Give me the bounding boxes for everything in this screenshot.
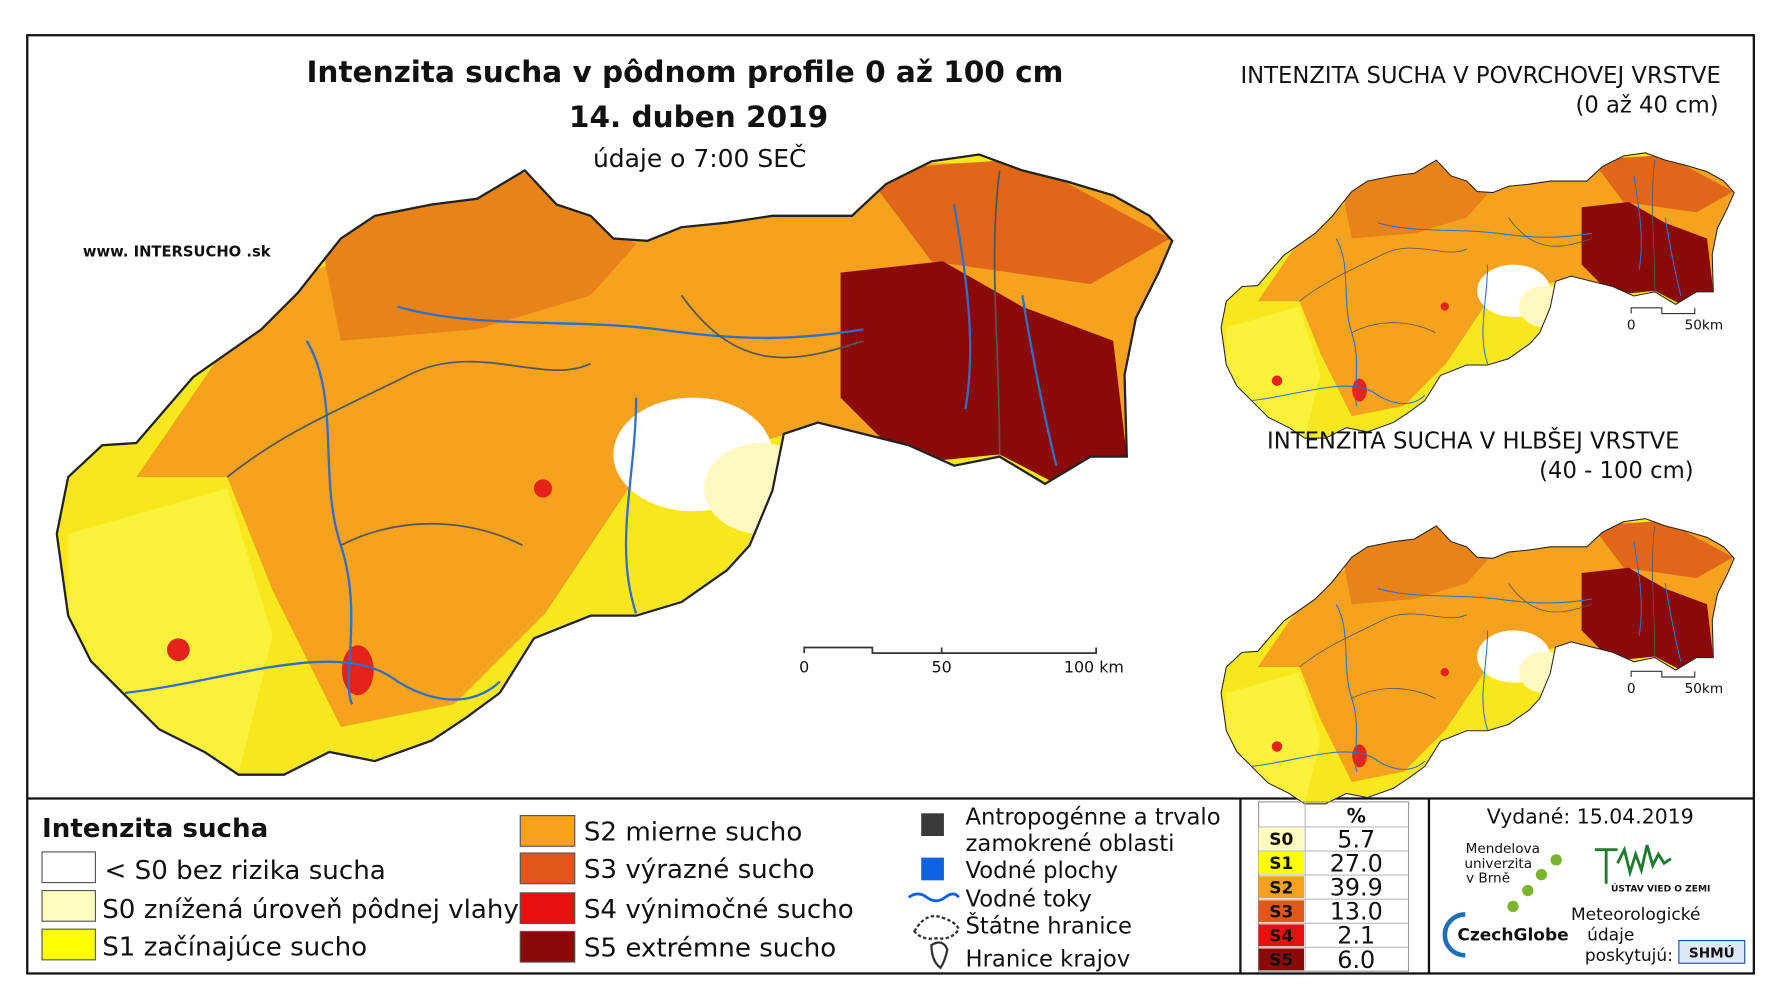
code: S1 — [1269, 854, 1293, 874]
logo-text: v Brně — [1466, 871, 1510, 887]
logo-text: Mendelova — [1466, 841, 1540, 857]
icon-region — [930, 941, 949, 970]
legend-item: S3 výrazné sucho — [584, 855, 815, 885]
overlay-label: zamokrené oblasti — [966, 831, 1175, 857]
code-cell — [1258, 852, 1305, 874]
code: S5 — [1269, 951, 1293, 971]
logo-shmu-box — [1678, 939, 1746, 964]
logo-text: univerzita — [1464, 856, 1532, 872]
overlay-label: Hranice krajov — [966, 947, 1131, 973]
code: S2 — [1269, 878, 1293, 898]
percent: 39.9 — [1330, 874, 1383, 902]
provider: poskytujú: — [1585, 946, 1673, 966]
legend-swatches — [41, 815, 576, 963]
overlay-label: Vodné toky — [966, 886, 1092, 912]
code-cell — [1258, 828, 1305, 850]
icon-anthropogenic — [921, 813, 944, 837]
icon-river — [907, 892, 960, 903]
website: www. INTERSUCHO .sk — [83, 244, 272, 261]
inset-scale — [1630, 307, 1696, 315]
percent: 27.0 — [1330, 849, 1383, 877]
legend-item: S4 výnimočné sucho — [584, 895, 854, 925]
inset-title: INTENZITA SUCHA V HLBŠEJ VRSTVE — [1267, 427, 1679, 455]
scale-label: 0 — [1627, 681, 1636, 697]
icon-water — [921, 857, 944, 881]
logo-dots — [1507, 854, 1562, 913]
logo-text: ÚSTAV VIED O ZEMI — [1611, 883, 1710, 895]
logo-arc — [1442, 912, 1466, 958]
legend-title: Intenzita sucha — [42, 814, 268, 844]
code-cell — [1258, 948, 1305, 971]
icon-border — [913, 914, 960, 940]
legend-item: S2 mierne sucho — [584, 818, 802, 848]
overlay-label: Vodné plochy — [966, 858, 1119, 884]
title: Intenzita sucha v pôdnom profile 0 až 10… — [306, 55, 1063, 89]
logo-uvz — [1594, 844, 1672, 884]
code-cell — [1258, 876, 1305, 899]
subtitle: údaje o 7:00 SEČ — [593, 143, 807, 173]
percent: 5.7 — [1337, 825, 1375, 853]
logo-czechglobe: CzechGlobe — [1457, 926, 1568, 946]
code-cell — [1258, 900, 1305, 923]
scale-label: 100 km — [1064, 657, 1124, 676]
date: 14. duben 2019 — [569, 100, 828, 134]
scale-label: 50km — [1685, 317, 1724, 333]
percent: 6.0 — [1337, 946, 1375, 974]
inset-subtitle: (0 až 40 cm) — [1575, 92, 1718, 118]
logo-shmu: SHMÚ — [1689, 944, 1735, 962]
code: S3 — [1269, 902, 1293, 922]
code-cell — [1258, 924, 1305, 947]
inset-scale — [1630, 670, 1696, 678]
scale-label: 50 — [932, 657, 952, 676]
table-header: % — [1347, 804, 1366, 827]
inset-subtitle: (40 - 100 cm) — [1539, 458, 1693, 484]
code: S0 — [1269, 830, 1293, 850]
scale-label: 50km — [1685, 681, 1724, 697]
provider: údaje — [1587, 926, 1634, 946]
legend-item: S0 znížená úroveň pôdnej vlahy — [102, 895, 519, 925]
overlay-label: Antropogénne a trvalo — [966, 805, 1221, 831]
scale-bar — [803, 646, 1097, 654]
inset-title: INTENZITA SUCHA V POVRCHOVEJ VRSTVE — [1240, 63, 1720, 89]
scale-label: 0 — [799, 657, 809, 676]
percent: 2.1 — [1337, 922, 1375, 950]
legend-item: < S0 bez rizika sucha — [105, 856, 386, 886]
legend-item: S5 extrémne sucho — [584, 933, 836, 963]
scale-label: 0 — [1627, 317, 1636, 333]
percent: 13.0 — [1330, 898, 1383, 926]
issued: Vydané: 15.04.2019 — [1487, 805, 1694, 829]
provider: Meteorologické — [1571, 905, 1700, 925]
percent-table: % S0 5.7 S1 27.0 S2 39.9 S3 13.0 S4 2.1 S5 6.0 — [1258, 801, 1410, 974]
code: S4 — [1269, 926, 1293, 946]
legend-item: S1 začínajúce sucho — [102, 932, 367, 962]
overlay-label: Štátne hranice — [966, 912, 1132, 940]
